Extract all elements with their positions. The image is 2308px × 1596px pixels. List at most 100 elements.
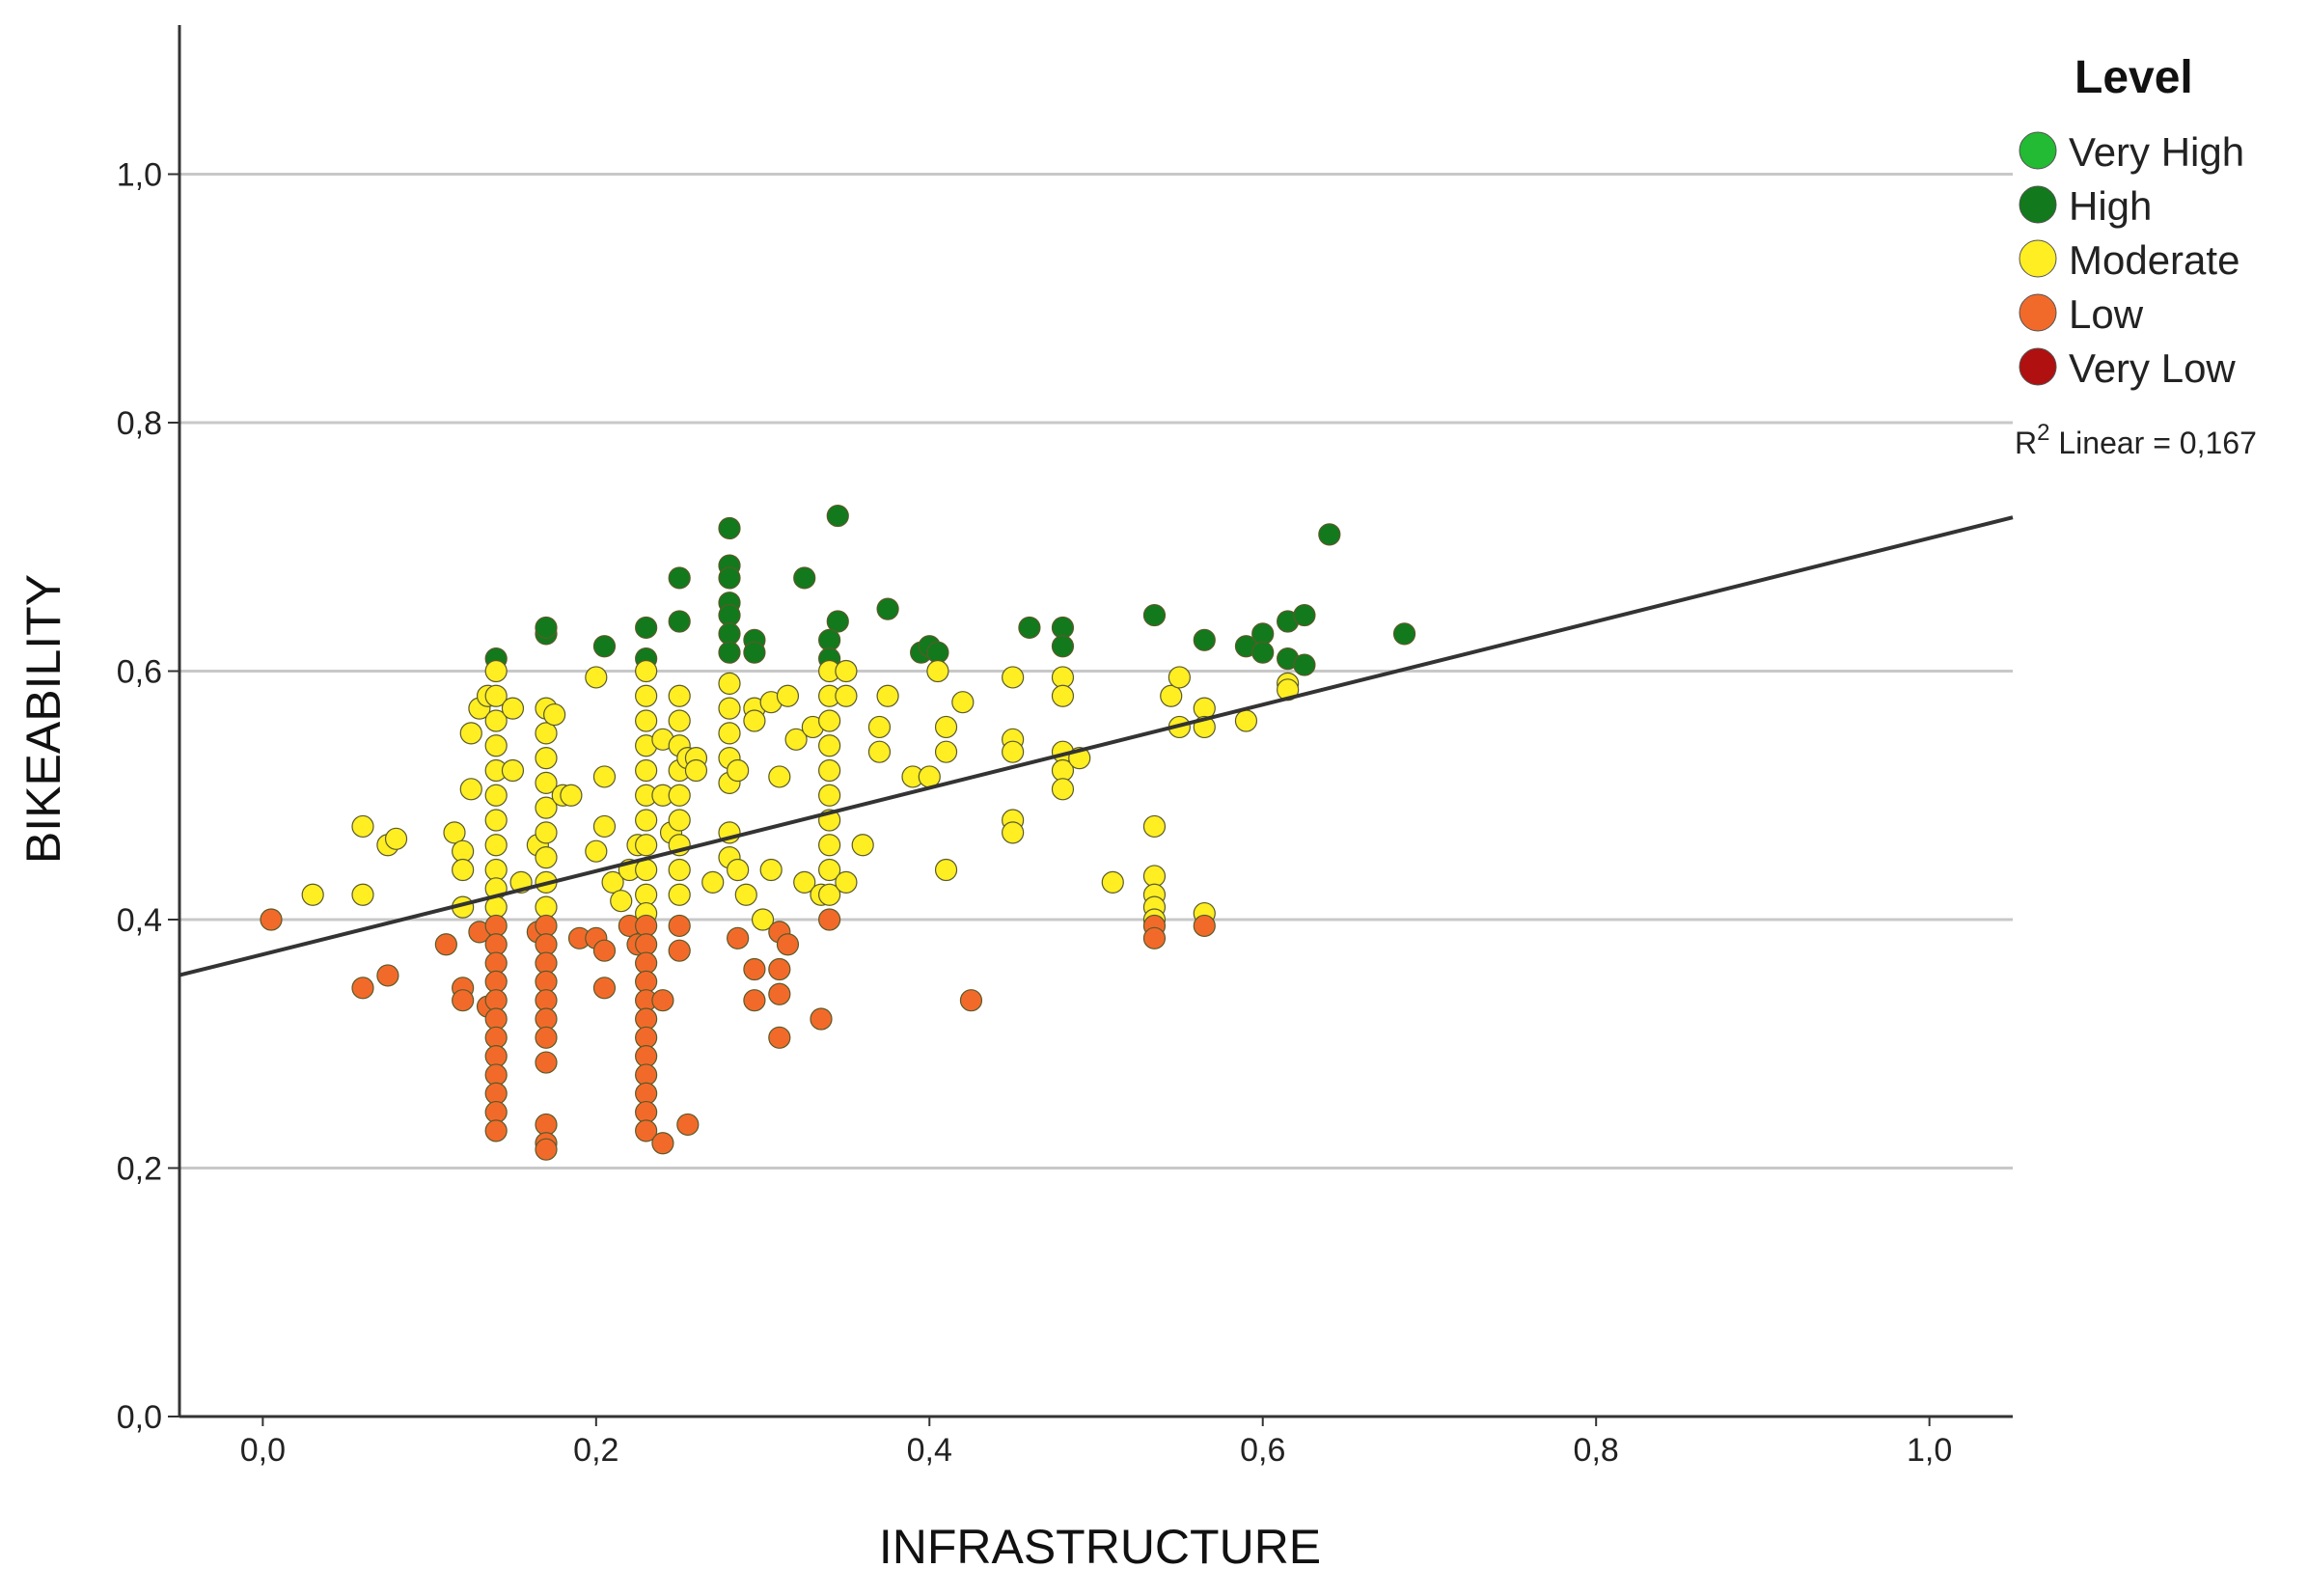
data-point-moderate [535,796,558,819]
data-point-low [484,951,508,975]
data-point-low [768,982,791,1005]
data-point-moderate [443,821,466,844]
x-axis-title: INFRASTRUCTURE [879,1520,1321,1574]
data-point-moderate [668,709,691,732]
data-point-moderate [459,722,482,745]
data-point-moderate [818,758,841,783]
data-point-moderate [1002,666,1025,689]
data-point-moderate [818,834,841,857]
data-point-low [651,989,674,1012]
data-point-moderate [501,758,525,783]
data-point-low [484,1100,508,1124]
y-tick-label: 0,6 [117,654,162,691]
x-tick-label: 0,6 [1240,1432,1285,1469]
legend-label: Low [2069,291,2144,337]
data-point-low [635,951,658,975]
data-point-high [668,566,691,590]
data-point-low [635,1045,658,1068]
data-point-low [635,1119,658,1142]
legend-title: Level [2074,52,2193,103]
data-point-low [434,933,457,956]
data-points [260,504,1416,1161]
data-point-moderate [484,684,508,707]
data-point-low [484,1026,508,1049]
data-point-moderate [484,809,508,832]
data-point-moderate [484,784,508,807]
data-point-moderate [926,659,949,683]
data-point-moderate [452,858,475,882]
legend-label: Very High [2069,129,2244,175]
fit-line-group [179,515,2014,977]
data-point-moderate [951,691,975,714]
data-point-moderate [592,765,617,788]
data-point-low [535,1026,558,1049]
data-point-moderate [835,684,858,707]
data-point-moderate [610,890,633,913]
data-point-moderate [701,870,725,894]
r-squared-value: Linear = 0,167 [2049,426,2256,460]
data-point-low [651,1132,674,1155]
data-point-moderate [301,883,324,906]
data-point-low [535,951,558,975]
data-point-moderate [768,765,791,788]
data-point-low [635,1063,658,1087]
data-point-moderate [351,883,374,906]
data-point-high [1193,628,1216,651]
data-point-moderate [592,814,617,839]
data-point-moderate [1234,709,1258,732]
data-point-low [1142,926,1167,949]
data-point-low [959,989,983,1012]
data-point-low [810,1007,833,1031]
data-point-high [535,616,558,640]
data-point-low [768,957,791,981]
data-point-moderate [535,771,558,794]
data-point-high [1142,603,1167,627]
data-point-moderate [484,734,508,757]
gridlines [179,173,2013,1169]
y-axis-title: BIKEABILITY [16,574,70,864]
data-point-moderate [668,809,691,832]
data-point-low [484,970,508,993]
data-point-moderate [784,728,808,751]
data-point-moderate [543,702,566,727]
legend-label: Very Low [2069,345,2236,391]
data-point-moderate [818,883,841,906]
data-point-high [718,622,741,646]
data-point-moderate [635,809,658,832]
data-point-high [818,628,841,651]
data-point-moderate [934,740,958,763]
data-point-low [776,933,800,956]
data-point-moderate [718,672,741,695]
data-point-moderate [867,740,892,763]
data-point-high [668,610,691,633]
y-tick-label: 1,0 [117,157,162,194]
data-point-moderate [818,858,841,882]
data-point-low [484,1063,508,1087]
data-point-low [743,989,766,1012]
data-point-moderate [876,684,899,707]
data-point-moderate [867,715,892,739]
y-tick-label: 0,8 [117,405,162,442]
data-point-moderate [684,758,708,783]
x-tick-label: 0,2 [573,1432,618,1469]
data-point-moderate [1142,865,1167,888]
data-point-moderate [1051,778,1075,801]
data-point-high [1051,616,1075,640]
data-point-moderate [835,870,858,894]
data-point-moderate [1142,814,1167,839]
data-point-moderate [851,834,874,857]
data-point-low [743,957,766,981]
data-point-high [1293,653,1316,676]
data-point-high [1392,622,1416,646]
data-point-moderate [818,734,841,757]
axes: 0,0 0,2 0,4 0,6 0,8 1,0 0,0 0,2 0,4 0,6 0,8 1,0 [117,25,2013,1469]
data-point-low [818,908,841,931]
data-point-moderate [635,659,658,683]
data-point-low [484,989,508,1012]
data-point-high [826,610,849,633]
data-point-moderate [635,834,658,857]
data-point-low [668,914,691,938]
legend: Level Very High High Moderate Low Very Low R2 … [2015,52,2257,460]
data-point-moderate [484,659,508,683]
